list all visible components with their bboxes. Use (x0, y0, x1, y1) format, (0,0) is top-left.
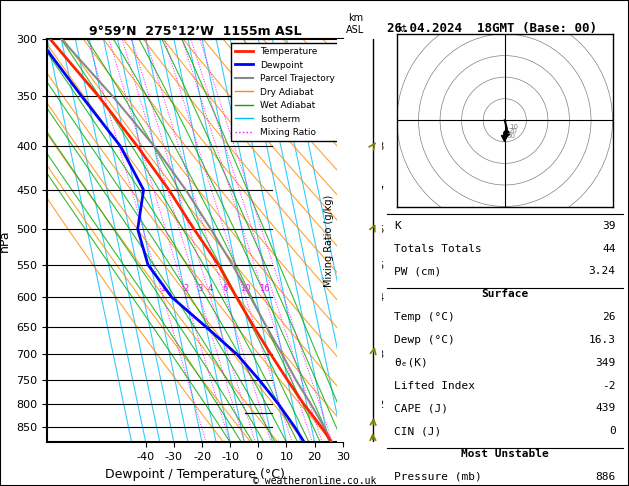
Text: 26: 26 (602, 312, 616, 322)
Text: km
ASL: km ASL (346, 13, 365, 35)
Text: -2: -2 (602, 381, 616, 391)
Text: kt: kt (397, 24, 406, 34)
Text: 20: 20 (508, 128, 517, 134)
Text: Lifted Index: Lifted Index (394, 381, 475, 391)
Text: 16: 16 (259, 284, 270, 293)
Text: θₑ(K): θₑ(K) (394, 358, 428, 368)
Text: Surface: Surface (481, 289, 528, 299)
Text: Pressure (mb): Pressure (mb) (394, 472, 482, 482)
Text: Dewp (°C): Dewp (°C) (394, 335, 455, 345)
Title: 9°59’N  275°12’W  1155m ASL: 9°59’N 275°12’W 1155m ASL (89, 25, 301, 38)
Text: 349: 349 (596, 358, 616, 368)
Text: K: K (394, 221, 401, 231)
X-axis label: Dewpoint / Temperature (°C): Dewpoint / Temperature (°C) (105, 468, 285, 481)
Y-axis label: hPa: hPa (0, 229, 11, 252)
Text: 39: 39 (602, 221, 616, 231)
Text: 3.24: 3.24 (589, 266, 616, 277)
Text: Totals Totals: Totals Totals (394, 243, 482, 254)
Text: 439: 439 (596, 403, 616, 414)
Y-axis label: Mixing Ratio (g/kg): Mixing Ratio (g/kg) (324, 194, 334, 287)
Text: CAPE (J): CAPE (J) (394, 403, 448, 414)
Text: 886: 886 (596, 472, 616, 482)
Text: © weatheronline.co.uk: © weatheronline.co.uk (253, 476, 376, 486)
Text: 3: 3 (198, 284, 203, 293)
Text: LCL: LCL (346, 409, 362, 418)
Text: Most Unstable: Most Unstable (461, 449, 548, 459)
Text: 10: 10 (509, 124, 518, 130)
Text: CIN (J): CIN (J) (394, 426, 441, 436)
Text: 6: 6 (223, 284, 228, 293)
Text: 10: 10 (240, 284, 251, 293)
Legend: Temperature, Dewpoint, Parcel Trajectory, Dry Adiabat, Wet Adiabat, Isotherm, Mi: Temperature, Dewpoint, Parcel Trajectory… (231, 43, 338, 141)
Text: Temp (°C): Temp (°C) (394, 312, 455, 322)
Text: 26.04.2024  18GMT (Base: 00): 26.04.2024 18GMT (Base: 00) (387, 21, 597, 35)
Text: 1: 1 (160, 284, 165, 293)
Text: 4: 4 (208, 284, 213, 293)
Text: 30: 30 (506, 133, 515, 139)
Text: 2: 2 (183, 284, 189, 293)
Text: 0: 0 (609, 426, 616, 436)
Text: PW (cm): PW (cm) (394, 266, 441, 277)
Text: 44: 44 (602, 243, 616, 254)
Text: 16.3: 16.3 (589, 335, 616, 345)
